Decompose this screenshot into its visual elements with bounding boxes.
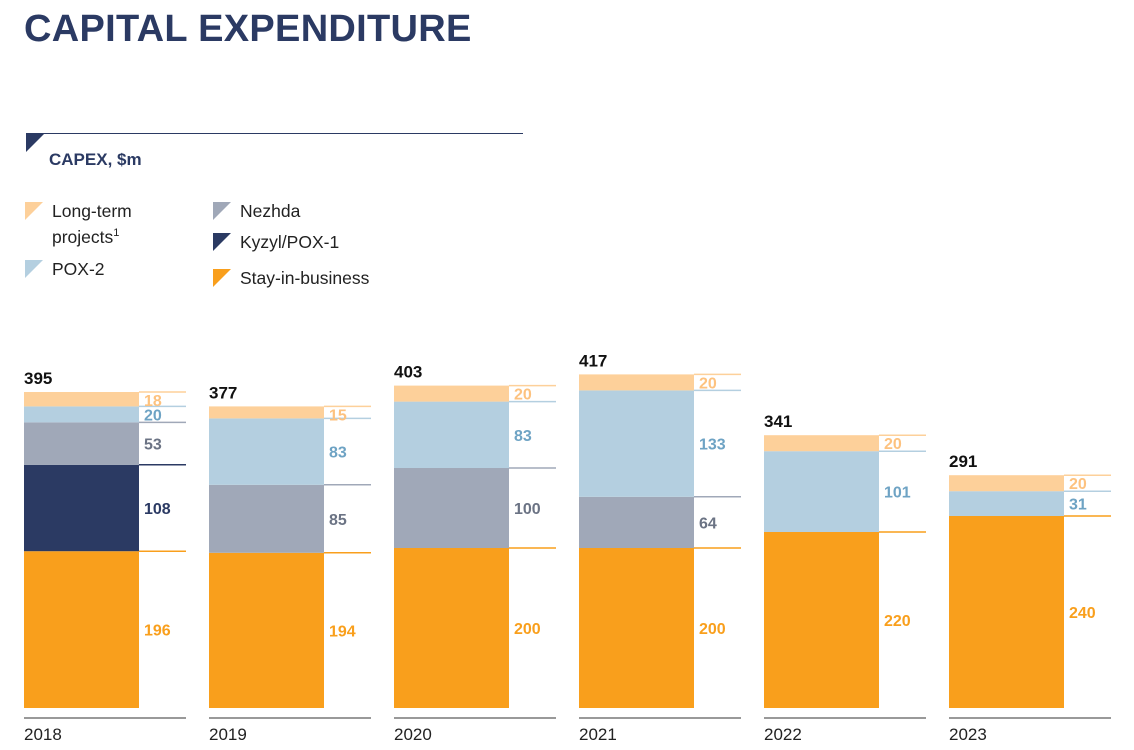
- data-label-stay-2022: 220: [884, 613, 911, 630]
- category-label-2022: 2022: [764, 725, 802, 744]
- bar-segment-pox2-2019: [209, 418, 324, 485]
- bar-segment-long_term-2022: [764, 435, 879, 452]
- header-rule: [26, 133, 523, 134]
- data-label-pox2-2020: 83: [514, 428, 532, 445]
- data-label-pox2-2018: 20: [144, 407, 162, 424]
- total-label-2021: 417: [579, 351, 607, 370]
- data-label-long_term-2018: 18: [144, 393, 162, 410]
- total-label-2023: 291: [949, 452, 977, 471]
- page-title: CAPITAL EXPENDITURE: [24, 8, 472, 50]
- category-label-2020: 2020: [394, 725, 432, 744]
- header-triangle-marker: [26, 134, 44, 152]
- chart-subtitle: CAPEX, $m: [49, 150, 142, 169]
- bar-segment-stay-2018: [24, 551, 139, 708]
- bar-segment-stay-2023: [949, 516, 1064, 708]
- data-label-stay-2023: 240: [1069, 605, 1096, 622]
- bar-segment-long_term-2018: [24, 392, 139, 407]
- data-label-stay-2019: 194: [329, 623, 356, 640]
- data-label-nezhda-2021: 64: [699, 515, 717, 532]
- data-label-long_term-2019: 15: [329, 407, 347, 424]
- data-label-pox2-2022: 101: [884, 485, 911, 502]
- legend-swatch-kyzyl: [213, 233, 231, 251]
- data-label-long_term-2023: 20: [1069, 476, 1087, 493]
- bar-segment-stay-2019: [209, 552, 324, 708]
- data-label-kyzyl-2018: 108: [144, 501, 171, 518]
- data-label-stay-2021: 200: [699, 621, 726, 638]
- legend-swatch-stay: [213, 269, 231, 287]
- data-label-long_term-2021: 20: [699, 375, 717, 392]
- data-label-pox2-2023: 31: [1069, 497, 1087, 514]
- bar-segment-pox2-2018: [24, 406, 139, 423]
- legend-label-nezhda: Nezhda: [240, 201, 301, 221]
- category-label-2021: 2021: [579, 725, 617, 744]
- legend-label-long-term: Long-term: [52, 201, 132, 221]
- legend-swatch-nezhda: [213, 202, 231, 220]
- legend-label-stay: Stay-in-business: [240, 268, 370, 288]
- data-label-nezhda-2020: 100: [514, 501, 541, 518]
- legend-label-kyzyl: Kyzyl/POX-1: [240, 232, 340, 252]
- bar-segment-nezhda-2018: [24, 422, 139, 465]
- legend-item-kyzyl: Kyzyl/POX-1: [213, 231, 340, 253]
- category-label-2023: 2023: [949, 725, 987, 744]
- bar-segment-pox2-2023: [949, 491, 1064, 516]
- bar-segment-nezhda-2020: [394, 468, 509, 548]
- bar-segment-pox2-2022: [764, 451, 879, 532]
- data-label-nezhda-2019: 85: [329, 512, 347, 529]
- data-label-stay-2018: 196: [144, 623, 171, 640]
- bar-segment-kyzyl-2018: [24, 464, 139, 552]
- data-label-long_term-2022: 20: [884, 436, 902, 453]
- legend-item-long-term: Long-term projects1: [25, 200, 132, 248]
- legend-footnote-marker: 1: [113, 227, 120, 239]
- legend-item-stay: Stay-in-business: [213, 267, 370, 289]
- bar-segment-stay-2020: [394, 548, 509, 708]
- legend-swatch-long-term: [25, 202, 43, 220]
- legend-item-pox2: POX-2: [25, 258, 105, 280]
- data-label-pox2-2019: 83: [329, 445, 347, 462]
- legend-label-long-term-line2: projects: [52, 226, 114, 247]
- category-label-2018: 2018: [24, 725, 62, 744]
- bar-segment-pox2-2020: [394, 401, 509, 468]
- total-label-2019: 377: [209, 383, 237, 402]
- bar-segment-pox2-2021: [579, 390, 694, 497]
- legend-label-pox2: POX-2: [52, 259, 105, 279]
- data-label-pox2-2021: 133: [699, 437, 726, 454]
- total-label-2022: 341: [764, 412, 792, 431]
- data-label-stay-2020: 200: [514, 621, 541, 638]
- bar-segment-long_term-2019: [209, 406, 324, 419]
- data-label-nezhda-2018: 53: [144, 437, 162, 454]
- total-label-2020: 403: [394, 363, 422, 382]
- data-label-long_term-2020: 20: [514, 387, 532, 404]
- bar-segment-long_term-2021: [579, 374, 694, 391]
- bar-segment-stay-2021: [579, 548, 694, 708]
- bar-segment-long_term-2023: [949, 475, 1064, 492]
- bar-segment-nezhda-2019: [209, 484, 324, 553]
- bar-segment-stay-2022: [764, 532, 879, 708]
- legend-swatch-pox2: [25, 260, 43, 278]
- total-label-2018: 395: [24, 369, 52, 388]
- legend-item-nezhda: Nezhda: [213, 200, 301, 222]
- bar-segment-nezhda-2021: [579, 496, 694, 548]
- category-label-2019: 2019: [209, 725, 247, 744]
- bar-segment-long_term-2020: [394, 385, 509, 402]
